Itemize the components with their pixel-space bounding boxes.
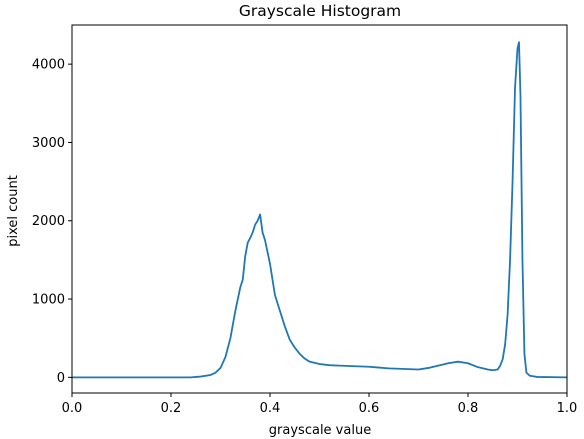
- y-tick-label: 0: [57, 371, 65, 386]
- y-axis-ticks: 0 1000 2000 3000 4000: [32, 58, 72, 386]
- x-tick-label: 0.4: [260, 401, 281, 416]
- axes-frame: [71, 24, 568, 394]
- y-axis-label: pixel count: [6, 175, 21, 247]
- histogram-line: [72, 41, 568, 379]
- y-tick-label: 2000: [32, 214, 65, 229]
- plot-area: [71, 24, 568, 394]
- x-tick-label: 0.6: [359, 401, 380, 416]
- y-tick-label: 3000: [32, 136, 65, 151]
- chart-title: Grayscale Histogram: [239, 2, 401, 20]
- x-axis-ticks: 0.0 0.2 0.4 0.6 0.8 1.0: [62, 393, 578, 416]
- x-tick-label: 0.8: [458, 401, 479, 416]
- y-tick-label: 4000: [32, 58, 65, 73]
- x-tick-label: 0.2: [161, 401, 182, 416]
- x-tick-label: 0.0: [62, 401, 83, 416]
- x-axis-label: grayscale value: [269, 423, 371, 438]
- x-tick-label: 1.0: [557, 401, 578, 416]
- y-tick-label: 1000: [32, 293, 65, 308]
